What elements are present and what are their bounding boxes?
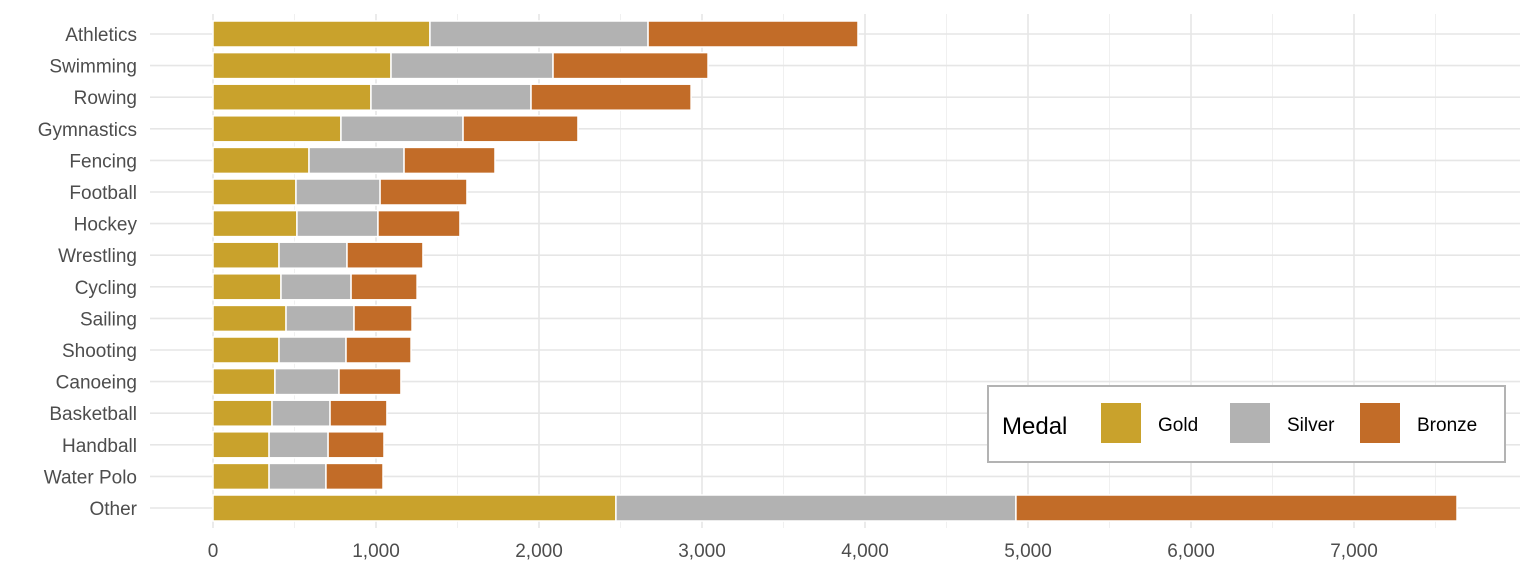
legend-swatch-bronze [1360, 403, 1400, 443]
bar-bronze-handball [327, 431, 385, 459]
bar-gold-canoeing [212, 367, 276, 396]
category-label: Wrestling [58, 246, 137, 267]
x-tick-label: 0 [208, 541, 219, 562]
bar-gold-gymnastics [212, 115, 342, 143]
bar-silver-other [615, 494, 1017, 522]
bar-silver-gymnastics [340, 115, 464, 143]
legend-label-silver: Silver [1287, 415, 1335, 436]
bar-silver-shooting [278, 336, 347, 364]
bar-silver-basketball [271, 399, 331, 427]
bar-bronze-canoeing [338, 367, 402, 396]
bar-bronze-football [379, 178, 468, 206]
bar-silver-sailing [285, 304, 355, 333]
bar-gold-swimming [212, 51, 392, 80]
bar-gold-basketball [212, 399, 273, 427]
x-tick-label: 1,000 [352, 541, 400, 562]
category-label: Other [89, 499, 137, 520]
bar-gold-hockey [212, 209, 298, 238]
bar-bronze-cycling [350, 273, 418, 301]
x-tick-label: 5,000 [1004, 541, 1052, 562]
bar-silver-fencing [308, 146, 405, 175]
y-axis-labels: Athletics Swimming Rowing Gymnastics Fencing… [38, 25, 138, 520]
category-label: Athletics [65, 25, 137, 46]
category-label: Handball [62, 436, 137, 457]
bar-silver-wrestling [278, 241, 348, 269]
category-label: Water Polo [44, 467, 137, 488]
category-label: Football [69, 183, 137, 204]
bar-bronze-wrestling [346, 241, 424, 269]
bar-gold-handball [212, 431, 270, 459]
bar-gold-sailing [212, 304, 287, 333]
category-label: Cycling [75, 278, 137, 299]
bar-gold-fencing [212, 146, 310, 175]
bar-silver-football [295, 178, 381, 206]
bar-bronze-athletics [647, 20, 859, 48]
bar-gold-rowing [212, 83, 372, 111]
x-axis-labels: 0 1,000 2,000 3,000 4,000 5,000 6,000 7,000 [208, 541, 1378, 562]
category-label: Fencing [69, 151, 137, 172]
x-tick-label: 3,000 [678, 541, 726, 562]
bar-gold-other [212, 494, 617, 522]
bar-silver-rowing [370, 83, 532, 111]
bar-bronze-sailing [353, 304, 413, 333]
category-label: Basketball [49, 404, 137, 425]
category-label: Shooting [62, 341, 137, 362]
bar-bronze-swimming [552, 51, 709, 80]
bar-bronze-gymnastics [462, 115, 579, 143]
bar-silver-cycling [280, 273, 352, 301]
bar-gold-shooting [212, 336, 280, 364]
x-tick-label: 6,000 [1167, 541, 1215, 562]
bar-bronze-shooting [345, 336, 412, 364]
category-label: Hockey [74, 215, 138, 236]
category-label: Gymnastics [38, 120, 137, 141]
bar-silver-canoeing [274, 367, 340, 396]
bar-silver-swimming [390, 51, 554, 80]
bar-silver-hockey [296, 209, 379, 238]
legend-label-gold: Gold [1158, 415, 1198, 436]
bar-bronze-fencing [403, 146, 496, 175]
bar-bronze-rowing [530, 83, 692, 111]
category-label: Swimming [49, 57, 137, 78]
bars [212, 20, 1458, 522]
bar-silver-water-polo [268, 462, 327, 491]
bar-silver-athletics [429, 20, 649, 48]
x-tick-label: 2,000 [515, 541, 563, 562]
x-tick-label: 7,000 [1330, 541, 1378, 562]
bar-gold-water-polo [212, 462, 270, 491]
legend-title: Medal [1002, 413, 1067, 440]
bar-gold-wrestling [212, 241, 280, 269]
category-label: Sailing [80, 309, 137, 330]
category-label: Rowing [74, 88, 137, 109]
bar-bronze-basketball [329, 399, 388, 427]
legend-swatch-silver [1230, 403, 1270, 443]
bar-silver-handball [268, 431, 329, 459]
legend-swatch-gold [1101, 403, 1141, 443]
bar-gold-cycling [212, 273, 282, 301]
legend: Medal Gold Silver Bronze [987, 385, 1506, 463]
bar-gold-football [212, 178, 297, 206]
bar-bronze-water-polo [325, 462, 384, 491]
bar-bronze-hockey [377, 209, 461, 238]
x-tick-label: 4,000 [841, 541, 889, 562]
legend-label-bronze: Bronze [1417, 415, 1477, 436]
category-label: Canoeing [56, 373, 137, 394]
bar-gold-athletics [212, 20, 431, 48]
bar-bronze-other [1015, 494, 1458, 522]
